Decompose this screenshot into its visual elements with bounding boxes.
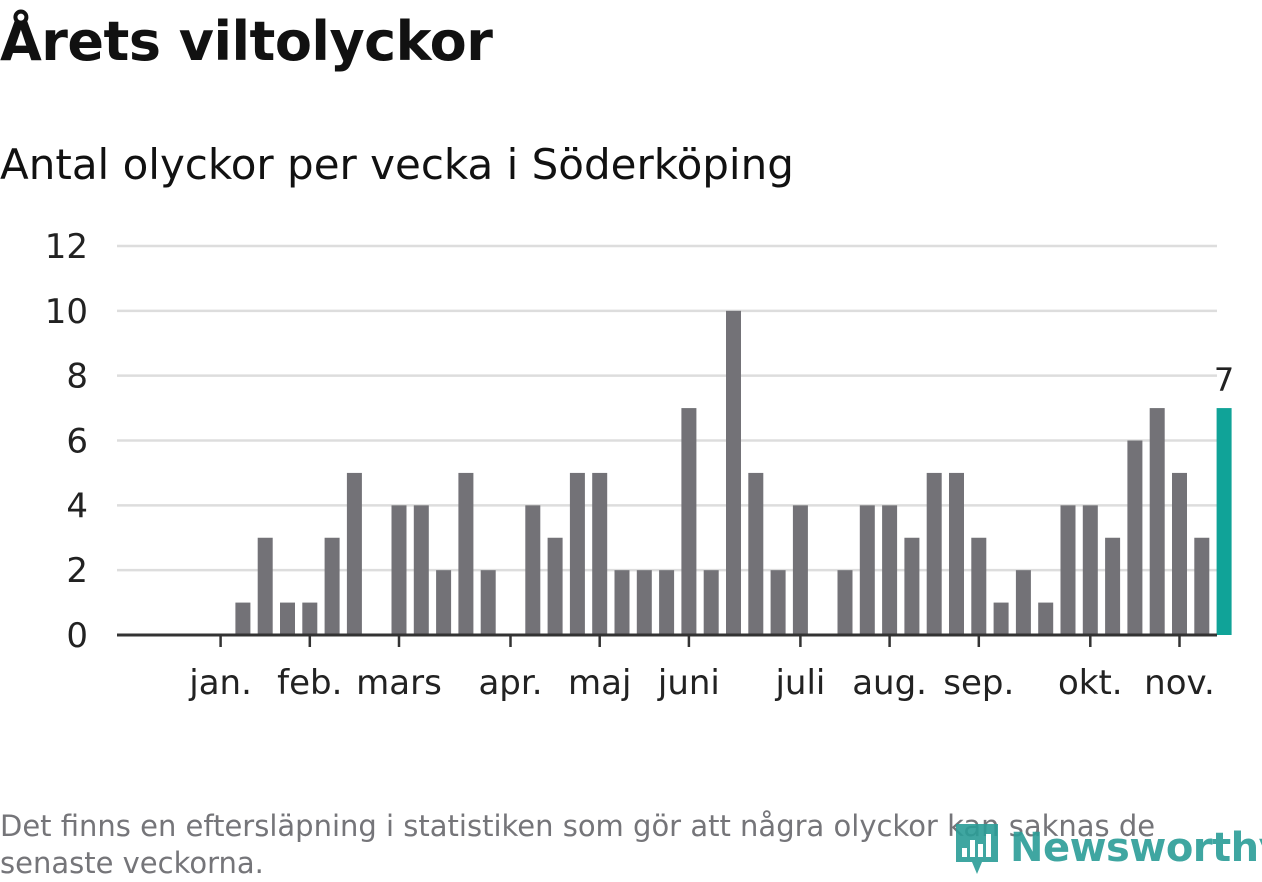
newsworthy-logo: Newsworthy xyxy=(952,818,1262,878)
x-tick-label: feb. xyxy=(277,663,342,703)
bar xyxy=(993,602,1009,635)
bar xyxy=(458,472,474,635)
bar xyxy=(1082,505,1098,635)
newsworthy-logo-icon xyxy=(956,824,998,874)
x-tick-label: okt. xyxy=(1058,663,1123,703)
x-tick-label: sep. xyxy=(943,663,1014,703)
bar xyxy=(569,472,585,635)
bar xyxy=(614,570,630,635)
bar xyxy=(681,408,697,635)
bar xyxy=(636,570,652,635)
bars: 7 xyxy=(235,310,1234,635)
bar xyxy=(792,505,808,635)
y-tick-label: 8 xyxy=(66,357,88,397)
bar xyxy=(257,537,273,635)
bar xyxy=(525,505,541,635)
x-tick-label: mars xyxy=(356,663,442,703)
bar xyxy=(703,570,719,635)
bar xyxy=(280,602,295,635)
x-tick-label: apr. xyxy=(478,663,542,703)
bar xyxy=(926,472,942,635)
y-tick-label: 2 xyxy=(66,551,88,591)
bar xyxy=(235,602,251,635)
bar xyxy=(436,570,452,635)
bar xyxy=(391,505,407,635)
bar xyxy=(346,472,362,635)
bar xyxy=(971,537,987,635)
chart-subtitle: Antal olyckor per vecka i Söderköping xyxy=(0,140,794,189)
bar xyxy=(949,472,964,635)
bar xyxy=(837,570,853,635)
x-tick-label: maj xyxy=(568,663,631,703)
chart-title: Årets viltolyckor xyxy=(0,10,493,73)
bar xyxy=(882,505,898,635)
y-tick-label: 4 xyxy=(66,486,88,526)
bar xyxy=(1038,602,1054,635)
bar xyxy=(1015,570,1031,635)
bar xyxy=(480,570,496,635)
y-tick-label: 6 xyxy=(66,422,88,462)
x-tick-label: aug. xyxy=(852,663,927,703)
newsworthy-logo-text: Newsworthy xyxy=(1010,825,1262,871)
bar xyxy=(302,602,318,635)
y-tick-label: 10 xyxy=(45,292,88,332)
bar-highlight xyxy=(1216,408,1232,635)
x-tick-label: juni xyxy=(657,663,720,703)
bar-chart: 0 2 4 6 8 10 12 7 jan. feb. mars apr. maj juni juli a… xyxy=(45,227,1235,703)
bar-data-label: 7 xyxy=(1214,361,1234,399)
bar xyxy=(592,472,608,635)
bar xyxy=(1105,537,1121,635)
bar xyxy=(770,570,786,635)
x-tick-label: nov. xyxy=(1144,663,1215,703)
x-axis: jan. feb. mars apr. maj juni juli aug. sep. okt. n… xyxy=(117,633,1217,703)
bar xyxy=(547,537,563,635)
y-tick-label: 0 xyxy=(66,616,88,656)
bar xyxy=(659,570,675,635)
y-tick-label: 12 xyxy=(45,227,88,267)
bar xyxy=(1172,472,1187,635)
bar xyxy=(1127,440,1143,635)
bar xyxy=(904,537,920,635)
bar xyxy=(413,505,429,635)
x-tick-label: jan. xyxy=(188,663,252,703)
x-tick-label: juli xyxy=(774,663,825,703)
gridlines: 0 2 4 6 8 10 12 xyxy=(45,227,1217,656)
bar xyxy=(748,472,764,635)
bar xyxy=(1060,505,1076,635)
bar xyxy=(859,505,875,635)
bar xyxy=(1194,537,1210,635)
bar xyxy=(726,310,741,635)
bar xyxy=(324,537,340,635)
bar xyxy=(1149,408,1165,635)
